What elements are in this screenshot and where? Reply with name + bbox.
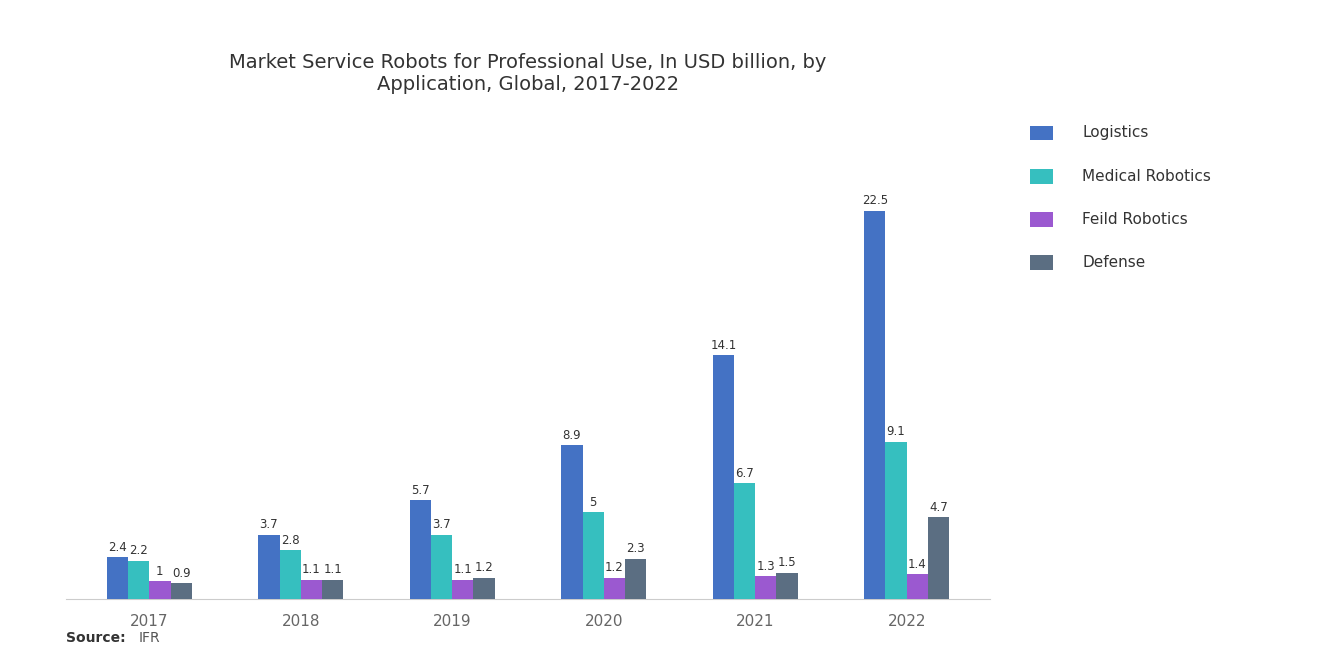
Bar — [734, 483, 755, 598]
Bar — [107, 557, 128, 598]
Text: 3.7: 3.7 — [433, 518, 451, 531]
Text: 1.1: 1.1 — [323, 563, 342, 576]
Bar — [409, 500, 432, 598]
Text: Medical Robotics: Medical Robotics — [1082, 169, 1212, 184]
Bar — [453, 579, 474, 598]
Text: Logistics: Logistics — [1082, 126, 1148, 140]
Bar — [474, 578, 495, 598]
Text: 1.2: 1.2 — [475, 561, 494, 575]
Bar — [624, 559, 647, 598]
Bar — [170, 583, 191, 598]
Bar — [301, 579, 322, 598]
Bar — [149, 581, 170, 598]
Bar — [259, 535, 280, 599]
Text: 0.9: 0.9 — [172, 567, 190, 579]
Text: Defense: Defense — [1082, 255, 1146, 270]
Text: 3.7: 3.7 — [260, 518, 279, 531]
Text: 1.4: 1.4 — [908, 558, 927, 571]
Bar — [432, 535, 453, 599]
Text: 8.9: 8.9 — [562, 429, 581, 442]
Text: 4.7: 4.7 — [929, 501, 948, 514]
Bar — [582, 512, 603, 599]
Text: 5.7: 5.7 — [411, 483, 430, 497]
Bar — [907, 575, 928, 598]
Text: Feild Robotics: Feild Robotics — [1082, 212, 1188, 227]
Text: Source:: Source: — [66, 631, 125, 645]
Text: 2.8: 2.8 — [281, 534, 300, 547]
Text: 2.3: 2.3 — [626, 543, 645, 555]
Text: 22.5: 22.5 — [862, 194, 888, 207]
Text: 9.1: 9.1 — [887, 425, 906, 438]
Text: 2.4: 2.4 — [108, 541, 127, 554]
Text: 1: 1 — [156, 565, 164, 578]
Bar — [886, 442, 907, 598]
Text: 1.3: 1.3 — [756, 560, 775, 573]
Text: 14.1: 14.1 — [710, 339, 737, 352]
Text: 5: 5 — [590, 496, 597, 509]
Bar — [755, 576, 776, 598]
Bar — [603, 578, 624, 598]
Bar — [128, 561, 149, 599]
Text: Market Service Robots for Professional Use, In USD billion, by
Application, Glob: Market Service Robots for Professional U… — [230, 53, 826, 94]
Text: 1.2: 1.2 — [605, 561, 624, 575]
Bar — [865, 211, 886, 598]
Text: 1.1: 1.1 — [302, 563, 321, 576]
Bar — [561, 445, 582, 598]
Bar — [713, 355, 734, 598]
Text: 6.7: 6.7 — [735, 467, 754, 479]
Bar — [928, 517, 949, 598]
Text: IFR: IFR — [139, 631, 160, 645]
Text: 1.1: 1.1 — [454, 563, 473, 576]
Text: 1.5: 1.5 — [777, 556, 796, 569]
Text: 2.2: 2.2 — [129, 544, 148, 557]
Bar — [322, 579, 343, 598]
Bar — [776, 573, 797, 598]
Bar — [280, 550, 301, 598]
